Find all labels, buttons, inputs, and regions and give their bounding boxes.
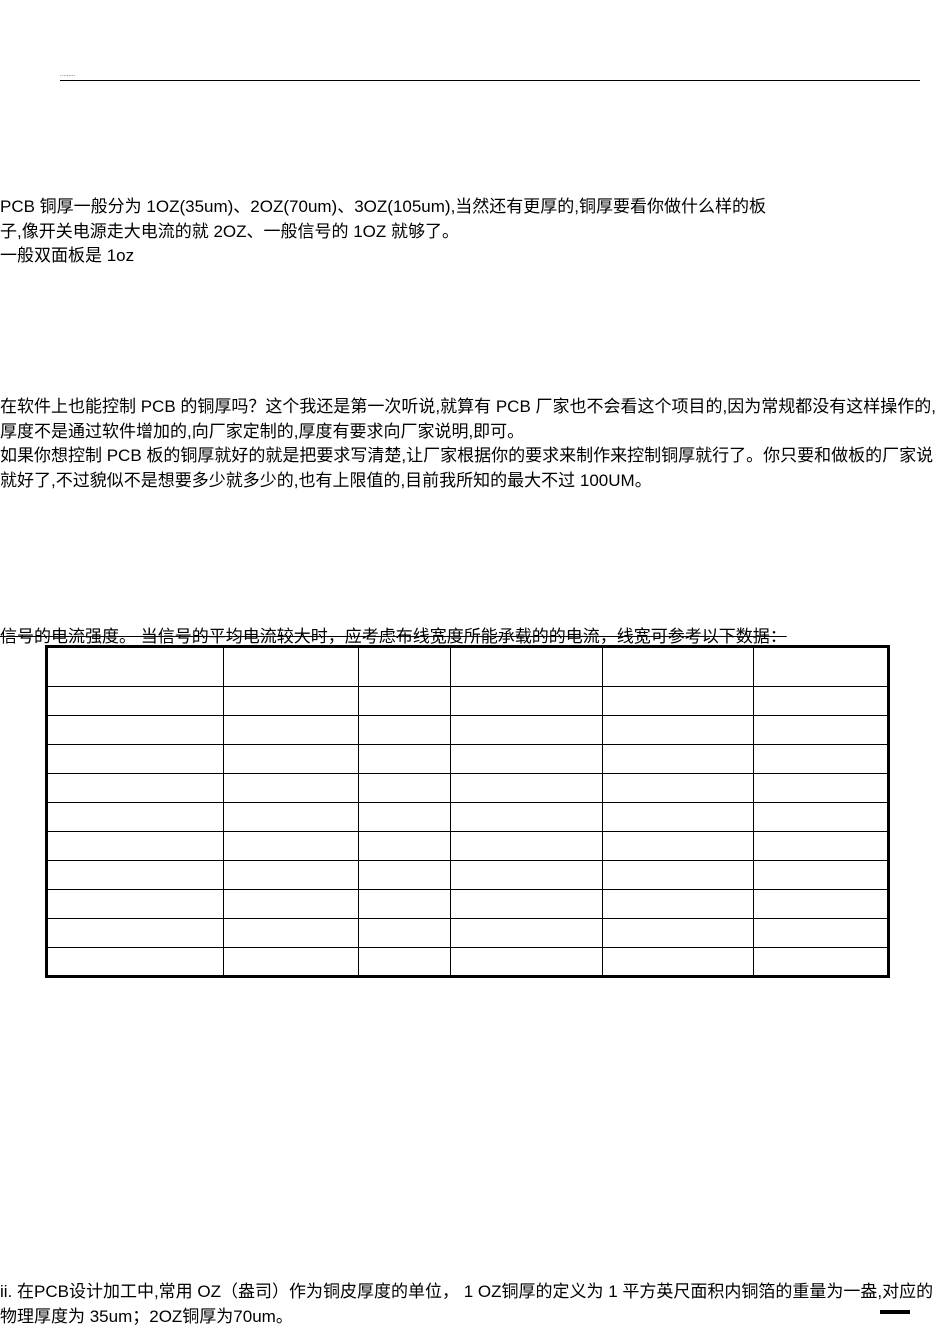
header-rule <box>60 80 920 81</box>
table-cell <box>602 919 754 948</box>
table-row <box>47 774 889 803</box>
header-tiny-text: ......... <box>60 72 75 78</box>
table-cell <box>754 803 889 832</box>
table-row <box>47 948 889 977</box>
table-cell <box>358 647 451 687</box>
table-cell <box>602 832 754 861</box>
table-cell <box>451 716 603 745</box>
table-cell <box>47 687 224 716</box>
table-cell <box>602 948 754 977</box>
table-row <box>47 803 889 832</box>
table-row <box>47 745 889 774</box>
table-cell <box>451 919 603 948</box>
table-cell <box>47 774 224 803</box>
para1-line1: PCB 铜厚一般分为 1OZ(35um)、2OZ(70um)、3OZ(105um… <box>0 195 940 220</box>
table-cell <box>602 647 754 687</box>
table-cell <box>754 890 889 919</box>
table-cell <box>358 832 451 861</box>
table-cell <box>358 890 451 919</box>
paragraph-2: 在软件上也能控制 PCB 的铜厚吗？这个我还是第一次听说,就算有 PCB 厂家也… <box>0 395 940 494</box>
data-table <box>45 645 890 978</box>
table-cell <box>223 919 358 948</box>
table-cell <box>451 803 603 832</box>
table-cell <box>223 687 358 716</box>
table-cell <box>602 803 754 832</box>
table-cell <box>47 803 224 832</box>
table-cell <box>451 687 603 716</box>
table-cell <box>223 774 358 803</box>
table-cell <box>451 861 603 890</box>
table-cell <box>602 861 754 890</box>
table-cell <box>47 919 224 948</box>
table-cell <box>47 890 224 919</box>
table-row <box>47 861 889 890</box>
footer-mark <box>880 1310 910 1314</box>
table-cell <box>358 716 451 745</box>
para4-line1: ii. 在PCB设计加工中,常用 OZ（盎司）作为铜皮厚度的单位， 1 OZ铜厚… <box>0 1280 940 1329</box>
table-cell <box>754 716 889 745</box>
paragraph-4: ii. 在PCB设计加工中,常用 OZ（盎司）作为铜皮厚度的单位， 1 OZ铜厚… <box>0 1280 940 1329</box>
table-cell <box>358 948 451 977</box>
table-cell <box>754 919 889 948</box>
table-cell <box>602 745 754 774</box>
table-cell <box>47 716 224 745</box>
table-row <box>47 890 889 919</box>
table-cell <box>754 774 889 803</box>
table-cell <box>223 861 358 890</box>
para1-line2: 子,像开关电源走大电流的就 2OZ、一般信号的 1OZ 就够了。 <box>0 220 940 245</box>
table-cell <box>47 948 224 977</box>
table-cell <box>223 832 358 861</box>
table-row <box>47 647 889 687</box>
table-cell <box>223 745 358 774</box>
paragraph-1: PCB 铜厚一般分为 1OZ(35um)、2OZ(70um)、3OZ(105um… <box>0 195 940 269</box>
table-cell <box>47 861 224 890</box>
table-row <box>47 716 889 745</box>
table-cell <box>602 716 754 745</box>
table-cell <box>754 647 889 687</box>
table-cell <box>47 647 224 687</box>
para2-line2: 如果你想控制 PCB 板的铜厚就好的就是把要求写清楚,让厂家根据你的要求来制作来… <box>0 444 940 493</box>
table-cell <box>754 861 889 890</box>
table-row <box>47 832 889 861</box>
table-cell <box>451 948 603 977</box>
table-cell <box>223 948 358 977</box>
table-row <box>47 687 889 716</box>
table-cell <box>451 832 603 861</box>
data-table-wrap <box>45 645 890 978</box>
table-cell <box>451 890 603 919</box>
table-cell <box>754 687 889 716</box>
table-cell <box>223 716 358 745</box>
table-cell <box>754 832 889 861</box>
table-cell <box>47 832 224 861</box>
table-cell <box>358 803 451 832</box>
table-cell <box>223 890 358 919</box>
table-cell <box>358 919 451 948</box>
table-cell <box>358 745 451 774</box>
table-cell <box>602 774 754 803</box>
table-cell <box>223 647 358 687</box>
table-cell <box>358 774 451 803</box>
table-cell <box>754 745 889 774</box>
para1-line3: 一般双面板是 1oz <box>0 244 940 269</box>
table-cell <box>451 647 603 687</box>
table-row <box>47 919 889 948</box>
table-cell <box>358 687 451 716</box>
table-cell <box>358 861 451 890</box>
table-cell <box>451 774 603 803</box>
table-cell <box>223 803 358 832</box>
table-cell <box>451 745 603 774</box>
table-cell <box>602 890 754 919</box>
table-cell <box>47 745 224 774</box>
table-cell <box>602 687 754 716</box>
table-cell <box>754 948 889 977</box>
para2-line1: 在软件上也能控制 PCB 的铜厚吗？这个我还是第一次听说,就算有 PCB 厂家也… <box>0 395 940 444</box>
